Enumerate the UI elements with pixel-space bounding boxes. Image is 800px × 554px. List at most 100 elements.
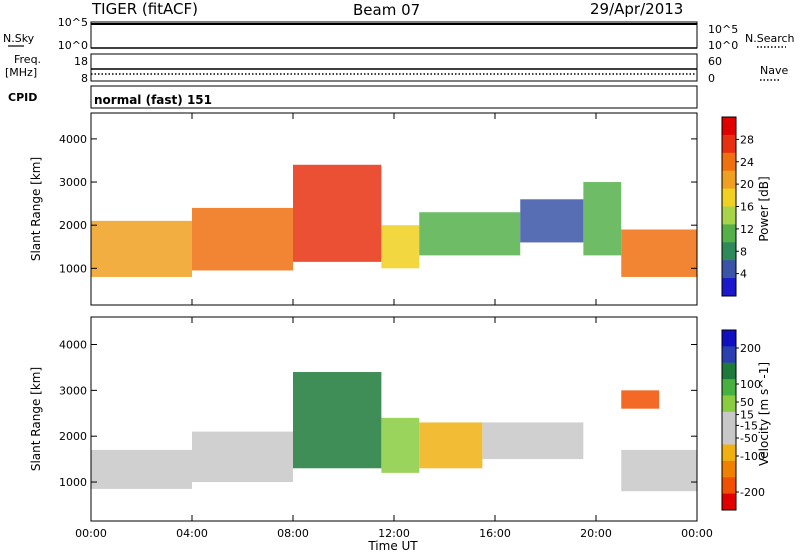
- date-title: 29/Apr/2013: [590, 0, 683, 18]
- velocity-y-tick-label-0: 1000: [59, 476, 87, 489]
- power-data-cells: [91, 164, 697, 277]
- freq-right-tick-top: 60: [708, 55, 722, 68]
- velocity-colorbar-cell-5: [722, 411, 736, 429]
- noise-left-tick-bottom: 10^0: [58, 39, 88, 52]
- velocity-region-5: [482, 422, 584, 460]
- velocity-colorbar-cell-3: [722, 379, 736, 396]
- velocity-y-tick-label-2: 3000: [59, 384, 87, 397]
- power-colorbar-cell-6: [722, 224, 736, 243]
- power-y-tick-label-3: 4000: [59, 133, 87, 146]
- power-y-ticks: 1000 2000 3000 4000: [59, 133, 697, 275]
- cpid-strip-frame: [90, 85, 698, 109]
- power-colorbar-cell-4: [722, 188, 736, 207]
- velocity-colorbar-cell-8: [722, 460, 736, 478]
- velocity-colorbar-cell-10: [722, 493, 736, 511]
- nave-label: Nave: [760, 64, 788, 77]
- velocity-colorbar-cell-9: [722, 477, 736, 495]
- power-colorbar-tick-label-4: 20: [740, 178, 754, 191]
- freq-left-tick-bottom: 8: [81, 72, 88, 85]
- time-axis: 00:00 04:00 08:00 12:00 16:00 20:00 00:00: [75, 113, 713, 540]
- power-colorbar-tick-label-1: 8: [740, 245, 747, 258]
- velocity-y-tick-label-1: 2000: [59, 430, 87, 443]
- velocity-colorbar-tick-label-0: 200: [740, 342, 761, 355]
- power-colorbar-tick-label-2: 12: [740, 223, 754, 236]
- velocity-colorbar-cell-0: [722, 330, 736, 347]
- power-colorbar-cell-3: [722, 170, 736, 190]
- power-region-0: [91, 220, 192, 277]
- velocity-colorbar-tick-label-5: -50: [740, 432, 758, 445]
- power-colorbar-label: Power [dB]: [757, 176, 771, 241]
- velocity-region-2: [293, 372, 382, 469]
- velocity-colorbar-tick-label-3: 15: [740, 409, 754, 422]
- nsky-label: N.Sky: [3, 32, 35, 45]
- power-panel: 1000 2000 3000 4000 Slant Range [km]: [29, 112, 698, 306]
- velocity-region-3: [381, 417, 420, 473]
- power-colorbar-cell-0: [722, 117, 736, 136]
- noise-left-tick-top: 10^5: [58, 16, 88, 29]
- velocity-region-7: [621, 449, 697, 492]
- cpid-value: normal (fast) 151: [94, 93, 212, 107]
- power-region-3: [381, 225, 420, 269]
- power-colorbar-cell-9: [722, 278, 736, 297]
- cpid-label: CPID: [8, 91, 37, 104]
- power-colorbar-cell-8: [722, 260, 736, 279]
- power-colorbar-tick-label-5: 24: [740, 156, 754, 169]
- power-region-2: [293, 164, 382, 262]
- velocity-y-tick-label-3: 4000: [59, 339, 87, 352]
- beam-title: Beam 07: [353, 1, 420, 19]
- cpid-strip: CPID normal (fast) 151: [8, 85, 698, 109]
- velocity-colorbar-tick-label-1: 100: [740, 378, 761, 391]
- nsearch-label: N.Search: [745, 32, 795, 45]
- velocity-y-ticks: 1000 2000 3000 4000: [59, 339, 697, 489]
- power-colorbar-cell-5: [722, 206, 736, 225]
- power-region-4: [419, 212, 521, 256]
- power-y-tick-label-2: 3000: [59, 176, 87, 189]
- velocity-colorbar-cell-4: [722, 395, 736, 413]
- power-region-6: [583, 182, 622, 256]
- velocity-colorbar-tick-label-7: -200: [740, 486, 765, 499]
- power-colorbar-cell-2: [722, 152, 736, 172]
- power-region-1: [192, 207, 293, 271]
- velocity-colorbar-cell-1: [722, 346, 736, 364]
- power-y-tick-label-1: 2000: [59, 219, 87, 232]
- velocity-region-4: [419, 422, 483, 469]
- velocity-colorbar-tick-label-4: -15: [740, 419, 758, 432]
- power-y-tick-label-0: 1000: [59, 262, 87, 275]
- freq-unit-label: [MHz]: [5, 66, 37, 79]
- power-colorbar-tick-label-0: 4: [740, 268, 747, 281]
- freq-left-tick-top: 18: [74, 55, 88, 68]
- x-tick-label-0: 00:00: [75, 527, 107, 540]
- freq-strip-frame: [90, 53, 698, 82]
- velocity-panel: 1000 2000 3000 4000 Slant Range [km]: [29, 316, 698, 522]
- noise-right-tick-bottom: 10^0: [708, 39, 738, 52]
- freq-right-tick-bottom: 0: [708, 72, 715, 85]
- velocity-colorbar-cell-6: [722, 428, 736, 446]
- station-title: TIGER (fitACF): [91, 0, 198, 18]
- velocity-colorbar-cell-2: [722, 362, 736, 380]
- power-region-7: [621, 229, 697, 277]
- x-tick-label-6: 00:00: [681, 527, 713, 540]
- velocity-colorbar-tick-label-6: -100: [740, 450, 765, 463]
- power-y-axis-label: Slant Range [km]: [29, 157, 43, 261]
- power-colorbar-tick-label-6: 28: [740, 133, 754, 146]
- freq-strip: Freq. [MHz] 18 8 60 0 Nave: [5, 53, 788, 85]
- freq-label: Freq.: [14, 53, 41, 66]
- velocity-colorbar-cell-7: [722, 444, 736, 462]
- power-region-5: [520, 199, 584, 243]
- velocity-colorbar-tick-label-2: 50: [740, 396, 754, 409]
- velocity-region-6: [621, 390, 660, 409]
- x-tick-label-1: 04:00: [176, 527, 208, 540]
- power-colorbar-tick-label-3: 16: [740, 201, 754, 214]
- power-colorbar-cell-7: [722, 242, 736, 261]
- x-tick-label-5: 20:00: [580, 527, 612, 540]
- velocity-colorbar-label: Velocity [m s^-1]: [757, 362, 771, 466]
- velocity-colorbar-frame: [721, 329, 737, 511]
- velocity-data-cells: [91, 372, 697, 492]
- time-axis-label: Time UT: [367, 539, 418, 553]
- noise-strip: N.Sky 10^5 10^0 10^5 10^0 N.Search: [3, 16, 795, 52]
- x-tick-label-2: 08:00: [277, 527, 309, 540]
- velocity-y-axis-label: Slant Range [km]: [29, 367, 43, 471]
- x-tick-label-3: 12:00: [378, 527, 410, 540]
